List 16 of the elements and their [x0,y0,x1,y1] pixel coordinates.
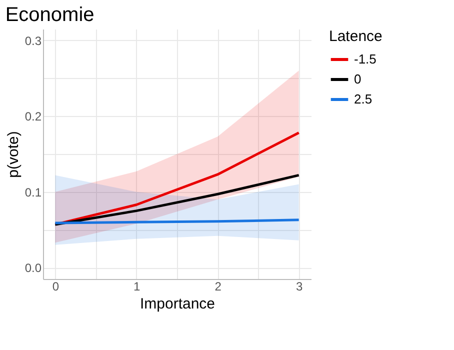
line-series [54,174,300,226]
x-tick-label: 1 [134,280,141,294]
y-tick-label: 0.0 [24,261,42,276]
y-tick-label: 0.3 [24,34,42,48]
legend-title: Latence [329,28,382,45]
x-tick-label: 0 [52,280,60,294]
legend-label: 2.5 [354,92,372,106]
x-tick-label: 2 [214,280,222,294]
chart-title: Economie [5,4,94,26]
legend-label: 0 [354,72,362,86]
legend-label: -1.5 [354,52,376,66]
x-axis-title: Importance [140,296,216,312]
y-axis-title: p(vote) [4,131,22,178]
y-tick-label: 0.1 [24,185,42,200]
x-tick-label: 3 [296,280,303,294]
y-tick-label: 0.2 [24,110,42,124]
